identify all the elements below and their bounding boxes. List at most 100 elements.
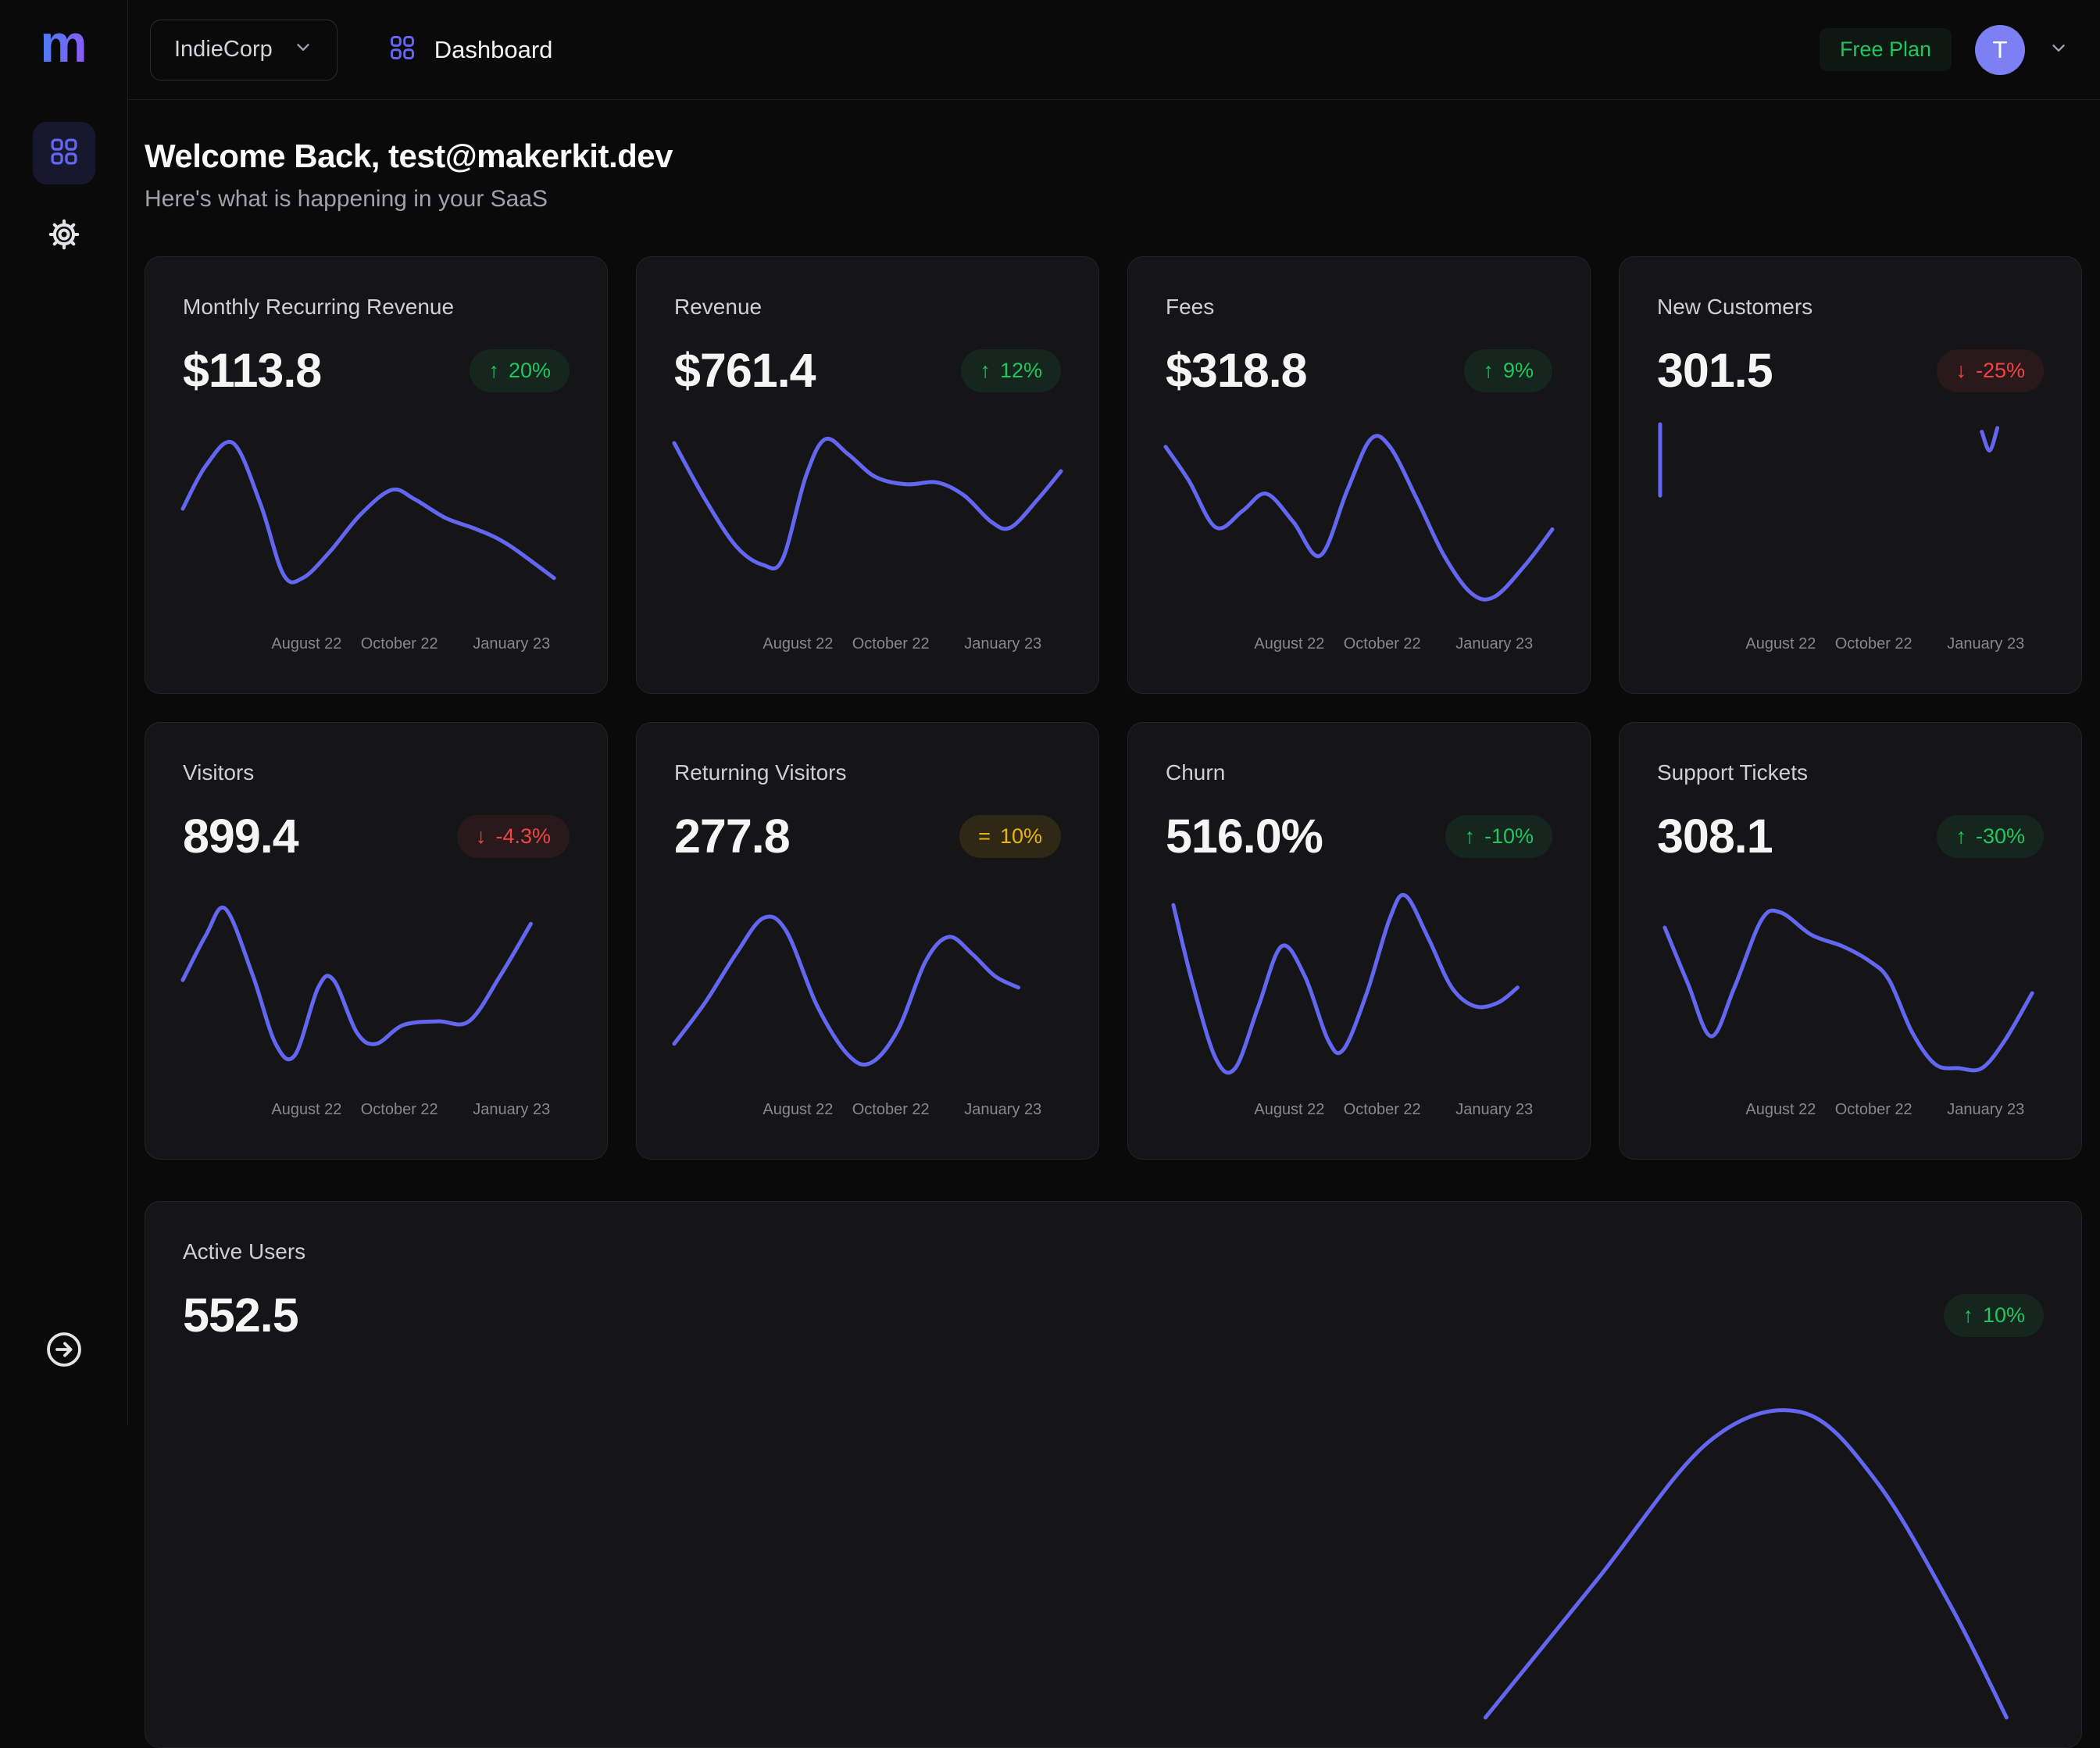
- sparkline-chart: [183, 1389, 2044, 1718]
- brand-logo[interactable]: m: [40, 17, 87, 70]
- sparkline-chart: [1657, 890, 2044, 1078]
- axis-tick-label: January 23: [473, 635, 550, 653]
- axis-tick-label: October 22: [361, 1101, 438, 1119]
- metric-value-row: 552.5 ↑10%: [183, 1288, 2044, 1342]
- axis-tick-label: August 22: [271, 635, 341, 653]
- welcome-title: Welcome Back, test@makerkit.dev: [145, 138, 2082, 175]
- metric-value-row: $113.8 ↑ 20%: [183, 343, 570, 398]
- metric-value-row: $318.8 ↑ 9%: [1166, 343, 1552, 398]
- chart-x-axis: August 22 October 22 January 23: [674, 635, 1061, 656]
- metric-card: Monthly Recurring Revenue$113.8↑20%Augus…: [145, 256, 608, 694]
- sparkline-chart: [183, 890, 570, 1078]
- metric-value: 899.4: [183, 809, 298, 863]
- axis-tick-label: August 22: [1254, 1101, 1324, 1119]
- axis-tick-label: January 23: [964, 635, 1041, 653]
- trend-flat-equals-icon: =: [978, 824, 991, 849]
- metric-value: 516.0%: [1166, 809, 1323, 863]
- sidebar: m: [0, 0, 128, 1425]
- metric-card: Revenue $761.4 ↑12% August 22 October 22 Janu…: [636, 256, 1099, 694]
- trend-change-value: -4.3%: [495, 824, 551, 849]
- metric-title: Fees: [1166, 295, 1552, 320]
- axis-tick-label: October 22: [852, 635, 930, 653]
- plan-badge[interactable]: Free Plan: [1820, 28, 1952, 71]
- metric-value-row: 516.0% ↑ -10%: [1166, 809, 1552, 863]
- axis-tick-label: October 22: [852, 1101, 930, 1119]
- metric-value: $318.8: [1166, 343, 1307, 398]
- sidebar-nav: [33, 122, 95, 267]
- sidebar-item-dashboard[interactable]: [33, 122, 95, 184]
- sparkline-chart: [1657, 424, 2044, 612]
- metric-value-row: 277.8=10%: [674, 809, 1061, 863]
- metric-title: Returning Visitors: [674, 760, 1061, 785]
- axis-tick-label: January 23: [1455, 1101, 1533, 1119]
- welcome-subtitle: Here's what is happening in your SaaS: [145, 186, 2082, 213]
- metric-value-row: 899.4 ↓ -4.3%: [183, 809, 570, 863]
- page-title: Dashboard: [434, 36, 553, 64]
- metric-title: Support Tickets: [1657, 760, 2044, 785]
- axis-tick-label: October 22: [1344, 635, 1421, 653]
- axis-tick-label: October 22: [361, 635, 438, 653]
- chart-x-axis: August 22 October 22 January 23: [183, 635, 570, 656]
- metric-title: Active Users: [183, 1239, 2044, 1264]
- metric-value: $113.8: [183, 343, 321, 398]
- trend-badge: ↑-30%: [1937, 815, 2044, 858]
- sparkline-chart: [674, 890, 1061, 1078]
- trend-down-arrow-icon: ↓: [476, 824, 487, 849]
- metric-value-row: 301.5 ↓-25%: [1657, 343, 2044, 398]
- trend-badge: ↑10%: [1944, 1294, 2044, 1337]
- axis-tick-label: August 22: [1254, 635, 1324, 653]
- axis-tick-label: August 22: [762, 1101, 833, 1119]
- welcome-header: Welcome Back, test@makerkit.dev Here's w…: [145, 138, 2082, 213]
- axis-tick-label: January 23: [1947, 1101, 2024, 1119]
- sidebar-item-settings[interactable]: [33, 205, 95, 267]
- sparkline-chart: [1166, 424, 1552, 612]
- trend-change-value: 20%: [509, 359, 551, 383]
- axis-tick-label: August 22: [1745, 635, 1816, 653]
- expand-sidebar-button[interactable]: [45, 1331, 83, 1372]
- axis-tick-label: October 22: [1344, 1101, 1421, 1119]
- metric-card: Active Users 552.5 ↑10%: [145, 1201, 2082, 1748]
- trend-up-arrow-icon: ↑: [488, 359, 499, 383]
- metric-value: $761.4: [674, 343, 816, 398]
- axis-tick-label: August 22: [762, 635, 833, 653]
- metric-value-row: 308.1↑-30%: [1657, 809, 2044, 863]
- chart-x-axis: August 22 October 22 January 23: [1166, 1101, 1552, 1121]
- trend-badge: ↓ -4.3%: [457, 815, 570, 858]
- main-content: Welcome Back, test@makerkit.dev Here's w…: [128, 100, 2100, 1748]
- trend-up-arrow-icon: ↑: [1483, 359, 1494, 383]
- sparkline-chart: [183, 424, 570, 612]
- active-users-section: Active Users 552.5 ↑10%: [145, 1201, 2082, 1748]
- team-selector[interactable]: IndieCorp: [150, 20, 338, 80]
- trend-change-value: 9%: [1503, 359, 1534, 383]
- trend-up-arrow-icon: ↑: [1464, 824, 1475, 849]
- trend-change-value: -10%: [1484, 824, 1534, 849]
- metric-value: 301.5: [1657, 343, 1773, 398]
- metric-title: Revenue: [674, 295, 1061, 320]
- gear-icon: [47, 217, 81, 256]
- metric-value: 277.8: [674, 809, 790, 863]
- dashboard-grid-icon: [388, 33, 417, 66]
- axis-tick-label: October 22: [1835, 1101, 1912, 1119]
- trend-badge: ↑12%: [961, 349, 1061, 392]
- metric-value: 552.5: [183, 1288, 298, 1342]
- top-bar: IndieCorp Dashboard Free Plan T: [128, 0, 2100, 100]
- trend-badge: ↓-25%: [1937, 349, 2044, 392]
- trend-change-value: 10%: [1983, 1303, 2025, 1328]
- avatar[interactable]: T: [1975, 25, 2025, 75]
- trend-badge: ↑ 20%: [470, 349, 570, 392]
- metric-title: New Customers: [1657, 295, 2044, 320]
- axis-tick-label: January 23: [1947, 635, 2024, 653]
- axis-tick-label: August 22: [1745, 1101, 1816, 1119]
- account-menu-chevron-icon[interactable]: [2048, 38, 2069, 62]
- axis-tick-label: January 23: [473, 1101, 550, 1119]
- trend-badge: ↑ 9%: [1464, 349, 1552, 392]
- breadcrumb: Dashboard: [388, 33, 553, 66]
